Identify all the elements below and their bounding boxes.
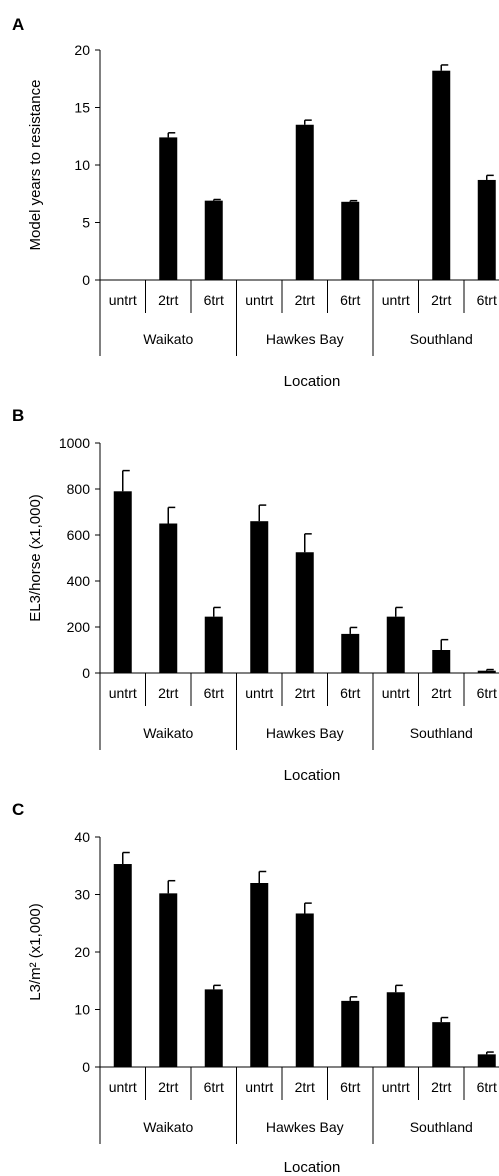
- y-tick-label: 20: [74, 42, 90, 58]
- category-label: untrt: [382, 292, 410, 308]
- x-axis-label: Location: [284, 373, 341, 390]
- bar: [295, 124, 314, 280]
- category-label: 6trt: [204, 1079, 224, 1095]
- category-label: 2trt: [295, 1079, 315, 1095]
- category-label: 2trt: [158, 685, 178, 701]
- x-axis-label: Location: [284, 767, 341, 784]
- category-label: 2trt: [295, 292, 315, 308]
- category-label: untrt: [245, 685, 273, 701]
- bar: [113, 491, 132, 673]
- category-label: untrt: [245, 292, 273, 308]
- category-label: 2trt: [431, 685, 451, 701]
- category-label: untrt: [245, 1079, 273, 1095]
- bar: [250, 521, 269, 673]
- category-label: 6trt: [340, 685, 360, 701]
- y-tick-label: 400: [67, 573, 91, 589]
- bar: [295, 913, 314, 1067]
- category-label: 2trt: [431, 292, 451, 308]
- group-label: Waikato: [143, 331, 193, 347]
- bar: [341, 1000, 360, 1067]
- category-label: 6trt: [340, 292, 360, 308]
- category-label: 6trt: [477, 685, 497, 701]
- bar: [204, 200, 223, 280]
- y-tick-label: 40: [74, 829, 90, 845]
- category-label: 6trt: [204, 292, 224, 308]
- y-tick-label: 200: [67, 619, 91, 635]
- panel-label: B: [12, 406, 24, 425]
- bar: [432, 650, 451, 673]
- y-tick-label: 5: [82, 215, 90, 231]
- bar: [204, 616, 223, 673]
- y-tick-label: 30: [74, 887, 90, 903]
- y-tick-label: 15: [74, 100, 90, 116]
- y-axis-label: Model years to resistance: [27, 80, 44, 251]
- group-label: Hawkes Bay: [266, 725, 344, 741]
- x-axis-label: Location: [284, 1159, 341, 1176]
- bar: [295, 552, 314, 673]
- bar: [477, 670, 496, 673]
- category-label: 2trt: [158, 292, 178, 308]
- group-label: Hawkes Bay: [266, 1119, 344, 1135]
- group-label: Waikato: [143, 1119, 193, 1135]
- group-label: Waikato: [143, 725, 193, 741]
- bar: [159, 893, 178, 1067]
- category-label: 6trt: [477, 1079, 497, 1095]
- bar: [341, 633, 360, 673]
- bar: [250, 883, 269, 1067]
- y-tick-label: 0: [82, 272, 90, 288]
- group-label: Southland: [410, 725, 473, 741]
- bar: [477, 1054, 496, 1067]
- panel-label: C: [12, 800, 24, 819]
- category-label: untrt: [109, 685, 137, 701]
- bar: [477, 179, 496, 280]
- y-tick-label: 0: [82, 665, 90, 681]
- y-tick-label: 600: [67, 527, 91, 543]
- y-axis-label: EL3/horse (x1,000): [27, 494, 44, 622]
- category-label: untrt: [109, 1079, 137, 1095]
- category-label: 6trt: [340, 1079, 360, 1095]
- y-tick-label: 800: [67, 481, 91, 497]
- bar: [432, 1022, 451, 1067]
- bar: [432, 70, 451, 280]
- category-label: untrt: [382, 685, 410, 701]
- bar: [341, 201, 360, 280]
- group-label: Southland: [410, 1119, 473, 1135]
- category-label: untrt: [109, 292, 137, 308]
- y-tick-label: 10: [74, 157, 90, 173]
- category-label: 2trt: [158, 1079, 178, 1095]
- group-label: Hawkes Bay: [266, 331, 344, 347]
- panel-label: A: [12, 15, 24, 34]
- bar: [159, 523, 178, 673]
- category-label: 2trt: [431, 1079, 451, 1095]
- y-tick-label: 0: [82, 1059, 90, 1075]
- y-tick-label: 1000: [59, 435, 90, 451]
- category-label: untrt: [382, 1079, 410, 1095]
- y-tick-label: 20: [74, 944, 90, 960]
- bar: [159, 137, 178, 280]
- bar: [113, 864, 132, 1067]
- category-label: 6trt: [477, 292, 497, 308]
- category-label: 6trt: [204, 685, 224, 701]
- category-label: 2trt: [295, 685, 315, 701]
- y-axis-label: L3/m² (x1,000): [27, 903, 44, 1001]
- group-label: Southland: [410, 331, 473, 347]
- y-tick-label: 10: [74, 1002, 90, 1018]
- bar: [386, 992, 405, 1067]
- bar: [204, 989, 223, 1067]
- bar: [386, 616, 405, 673]
